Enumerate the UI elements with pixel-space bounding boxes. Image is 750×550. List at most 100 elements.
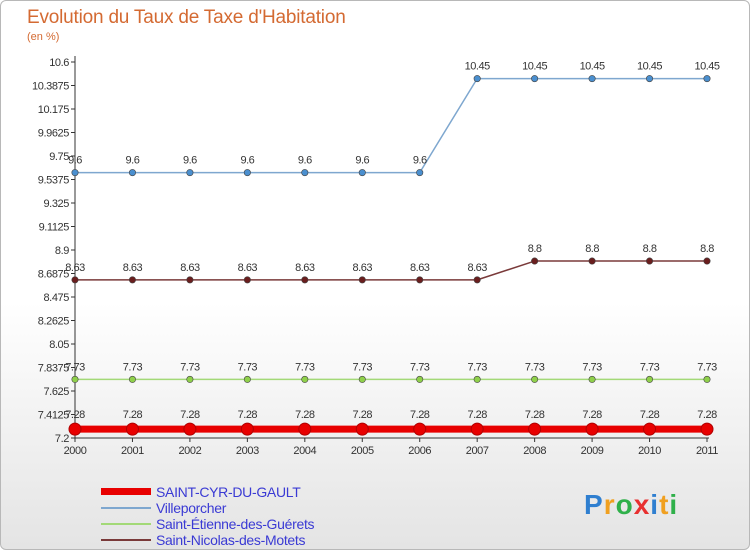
data-label: 7.73	[123, 361, 143, 373]
data-point	[243, 375, 251, 383]
data-point	[531, 75, 539, 83]
data-label: 7.28	[525, 409, 545, 421]
series-2: 7.73 7.73 7.73 7.73 7.73 7.73 7.73 7.73 7.73 7.73…	[65, 361, 718, 383]
axes: 7.2 7.4125 7.625 7.8375 8.05 8.2625 8.475 8.687…	[32, 56, 719, 457]
data-label: 7.73	[238, 361, 258, 373]
x-tick-label: 2008	[523, 445, 546, 457]
data-label: 8.63	[295, 262, 315, 274]
data-point	[703, 75, 711, 83]
legend-swatch	[101, 507, 151, 509]
data-label: 10.45	[465, 61, 490, 73]
data-label: 8.63	[238, 262, 258, 274]
data-point	[358, 375, 366, 383]
data-point	[643, 422, 657, 436]
data-point	[71, 375, 79, 383]
data-label: 9.6	[183, 155, 197, 167]
data-point	[128, 169, 136, 177]
y-tick-label: 8.05	[49, 339, 69, 351]
data-label: 8.63	[467, 262, 487, 274]
data-point	[298, 422, 312, 436]
data-point	[646, 75, 654, 83]
x-tick-label: 2003	[236, 445, 259, 457]
data-point	[416, 276, 424, 284]
y-tick-label: 8.2625	[38, 316, 70, 328]
data-point	[416, 169, 424, 177]
data-label: 7.73	[65, 361, 85, 373]
data-point	[183, 422, 197, 436]
data-label: 7.28	[295, 409, 315, 421]
data-point	[528, 422, 542, 436]
data-label: 7.73	[295, 361, 315, 373]
data-label: 8.63	[180, 262, 200, 274]
data-label: 7.73	[525, 361, 545, 373]
legend-swatch	[101, 539, 151, 541]
data-label: 8.63	[123, 262, 143, 274]
logo-letter: x	[633, 489, 651, 520]
y-tick-label: 9.9625	[38, 128, 70, 140]
data-label: 10.45	[522, 61, 547, 73]
data-point	[416, 375, 424, 383]
data-point	[301, 375, 309, 383]
data-point	[68, 422, 82, 436]
logo-letter: r	[603, 489, 616, 520]
x-tick-label: 2010	[638, 445, 661, 457]
data-point	[243, 276, 251, 284]
legend-label: Saint-Nicolas-des-Motets	[156, 532, 306, 548]
legend-swatch	[101, 523, 151, 525]
logo-letter: t	[659, 489, 670, 520]
data-point	[470, 422, 484, 436]
data-point	[240, 422, 254, 436]
legend-label: Villeporcher	[156, 500, 227, 516]
data-label: 7.28	[353, 409, 373, 421]
y-tick-label: 9.5375	[38, 175, 70, 187]
y-tick-label: 7.4125	[38, 410, 70, 422]
data-label: 8.8	[700, 243, 714, 255]
data-label: 7.28	[123, 409, 143, 421]
logo-letter: i	[650, 489, 660, 520]
data-point	[646, 257, 654, 265]
data-point	[128, 375, 136, 383]
y-tick-label: 8.475	[43, 292, 69, 304]
data-point	[473, 75, 481, 83]
x-tick-label: 2002	[178, 445, 201, 457]
data-label: 7.28	[410, 409, 430, 421]
data-label: 10.45	[694, 61, 719, 73]
x-tick-label: 2009	[581, 445, 604, 457]
data-label: 7.28	[467, 409, 487, 421]
x-tick-label: 2000	[64, 445, 87, 457]
data-point	[473, 375, 481, 383]
series-0: 7.28 7.28 7.28 7.28 7.28 7.28 7.28 7.28 7.28 7.28…	[65, 409, 718, 436]
data-point	[358, 276, 366, 284]
data-point	[186, 169, 194, 177]
x-tick-label: 2007	[466, 445, 489, 457]
logo-letter: P	[584, 489, 604, 520]
legend-swatch	[101, 488, 151, 495]
x-tick-label: 2005	[351, 445, 374, 457]
proxiti-logo: Proxiti	[584, 489, 678, 521]
data-point	[700, 422, 714, 436]
x-tick-label: 2011	[696, 445, 718, 457]
data-point	[71, 276, 79, 284]
data-label: 7.28	[180, 409, 200, 421]
data-label: 7.28	[640, 409, 660, 421]
y-tick-label: 8.6875	[38, 269, 70, 281]
logo-letter: o	[615, 489, 634, 520]
data-label: 7.73	[640, 361, 660, 373]
data-point	[128, 276, 136, 284]
data-label: 8.8	[643, 243, 657, 255]
data-label: 10.45	[637, 61, 662, 73]
data-label: 7.28	[238, 409, 258, 421]
series-line	[75, 77, 707, 174]
y-tick-label: 8.9	[55, 245, 69, 257]
data-label: 7.73	[180, 361, 200, 373]
y-tick-label: 7.625	[43, 386, 69, 398]
y-tick-label: 10.6	[49, 57, 69, 69]
series-line	[75, 260, 707, 281]
data-point	[413, 422, 427, 436]
x-tick-label: 2001	[121, 445, 144, 457]
data-label: 7.73	[467, 361, 487, 373]
data-label: 9.6	[298, 155, 312, 167]
data-label: 7.73	[697, 361, 717, 373]
data-label: 8.8	[528, 243, 542, 255]
data-label: 7.73	[410, 361, 430, 373]
